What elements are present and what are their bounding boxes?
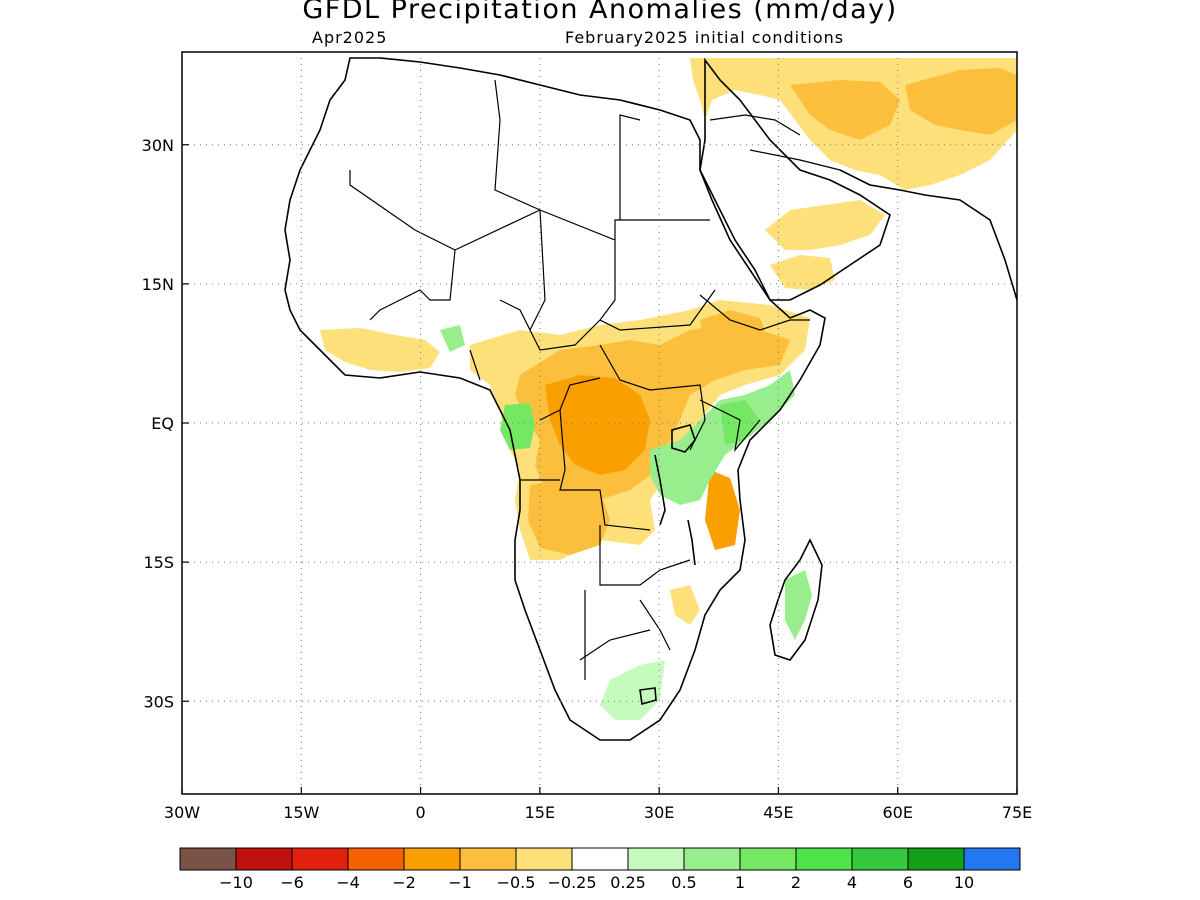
lat-tick-label: 30S bbox=[143, 692, 174, 711]
colorbar-swatch bbox=[963, 847, 1021, 871]
colorbar-swatch bbox=[683, 847, 741, 871]
lake-malawi bbox=[687, 519, 696, 566]
initial-conditions: February2025 initial conditions bbox=[565, 28, 845, 47]
forecast-month: Apr2025 bbox=[312, 28, 388, 47]
wet-anomaly-madagascar bbox=[785, 570, 812, 640]
dry-anomaly-ethiopia bbox=[700, 310, 770, 362]
latitude-labels: 30N 15N EQ 15S 30S bbox=[142, 136, 174, 712]
lon-tick-label: 0 bbox=[415, 803, 425, 822]
lon-tick-label: 45E bbox=[763, 803, 793, 822]
colorbar-swatch bbox=[739, 847, 797, 871]
colorbar-swatch bbox=[235, 847, 293, 871]
dry-anomaly-iraq bbox=[790, 80, 900, 140]
lon-tick-label: 30W bbox=[164, 803, 200, 822]
coastlines bbox=[284, 57, 1017, 741]
colorbar bbox=[179, 847, 1021, 871]
colorbar-swatch bbox=[179, 847, 237, 871]
lon-tick-label: 60E bbox=[882, 803, 912, 822]
colorbar-label: 1 bbox=[735, 873, 745, 892]
colorbar-swatch bbox=[627, 847, 685, 871]
lesotho-border bbox=[639, 687, 657, 706]
dry-anomaly-angola bbox=[528, 480, 610, 555]
colorbar-label: 6 bbox=[903, 873, 913, 892]
africa-coastline bbox=[284, 57, 826, 741]
colorbar-label: 0.25 bbox=[610, 873, 646, 892]
colorbar-label: −4 bbox=[336, 873, 360, 892]
dry-anomaly-iran bbox=[905, 68, 1017, 135]
colorbar-swatch bbox=[291, 847, 349, 871]
colorbar-swatch bbox=[571, 847, 629, 871]
lat-tick-label: 30N bbox=[142, 136, 174, 155]
lon-tick-label: 15W bbox=[283, 803, 319, 822]
dry-anomaly-red-sea bbox=[770, 255, 835, 290]
colorbar-label: 0.5 bbox=[671, 873, 696, 892]
wet-anomaly-south-africa bbox=[600, 660, 665, 720]
colorbar-swatch bbox=[459, 847, 517, 871]
longitude-labels: 30W 15W 0 15E 30E 45E 60E 75E bbox=[164, 803, 1032, 822]
colorbar-label: 2 bbox=[791, 873, 801, 892]
colorbar-swatch bbox=[403, 847, 461, 871]
lon-tick-label: 30E bbox=[644, 803, 674, 822]
colorbar-label: 10 bbox=[954, 873, 974, 892]
colorbar-label: 4 bbox=[847, 873, 857, 892]
colorbar-label: −0.5 bbox=[497, 873, 536, 892]
arabia-coastline bbox=[699, 57, 891, 301]
dry-anomaly-west-africa-coast bbox=[320, 328, 440, 372]
colorbar-label: −6 bbox=[280, 873, 304, 892]
colorbar-label: −10 bbox=[219, 873, 253, 892]
dry-anomaly-tanzania bbox=[705, 470, 740, 550]
colorbar-swatch bbox=[347, 847, 405, 871]
colorbar-label: −2 bbox=[392, 873, 416, 892]
wet-anomaly-gabon bbox=[500, 403, 535, 450]
dry-anomaly-southern-africa bbox=[670, 585, 700, 625]
lat-tick-label: EQ bbox=[151, 414, 174, 433]
colorbar-swatch bbox=[851, 847, 909, 871]
lake-tanganyika bbox=[654, 454, 666, 526]
lon-tick-label: 15E bbox=[525, 803, 555, 822]
country-borders bbox=[349, 79, 841, 680]
lat-tick-label: 15S bbox=[143, 553, 174, 572]
madagascar-coastline bbox=[769, 538, 823, 661]
map-title: GFDL Precipitation Anomalies (mm/day) bbox=[302, 0, 898, 25]
lon-tick-label: 75E bbox=[1002, 803, 1032, 822]
lat-tick-label: 15N bbox=[142, 275, 174, 294]
colorbar-label: −0.25 bbox=[547, 873, 596, 892]
dry-anomaly-congo-core bbox=[545, 375, 650, 475]
anomaly-shading bbox=[320, 58, 1017, 720]
colorbar-labels: −10 −6 −4 −2 −1 −0.5 −0.25 0.25 0.5 1 2 4 6 10 bbox=[219, 873, 974, 892]
map-frame bbox=[181, 51, 1018, 795]
colorbar-swatch bbox=[795, 847, 853, 871]
wet-anomaly-east-africa bbox=[650, 370, 795, 505]
persian-gulf-coast bbox=[839, 169, 1017, 301]
colorbar-swatch bbox=[907, 847, 965, 871]
colorbar-swatch bbox=[515, 847, 573, 871]
lake-victoria bbox=[671, 424, 696, 453]
wet-anomaly-west-africa bbox=[440, 325, 465, 352]
dry-anomaly-arabia bbox=[765, 200, 885, 250]
colorbar-label: −1 bbox=[448, 873, 472, 892]
